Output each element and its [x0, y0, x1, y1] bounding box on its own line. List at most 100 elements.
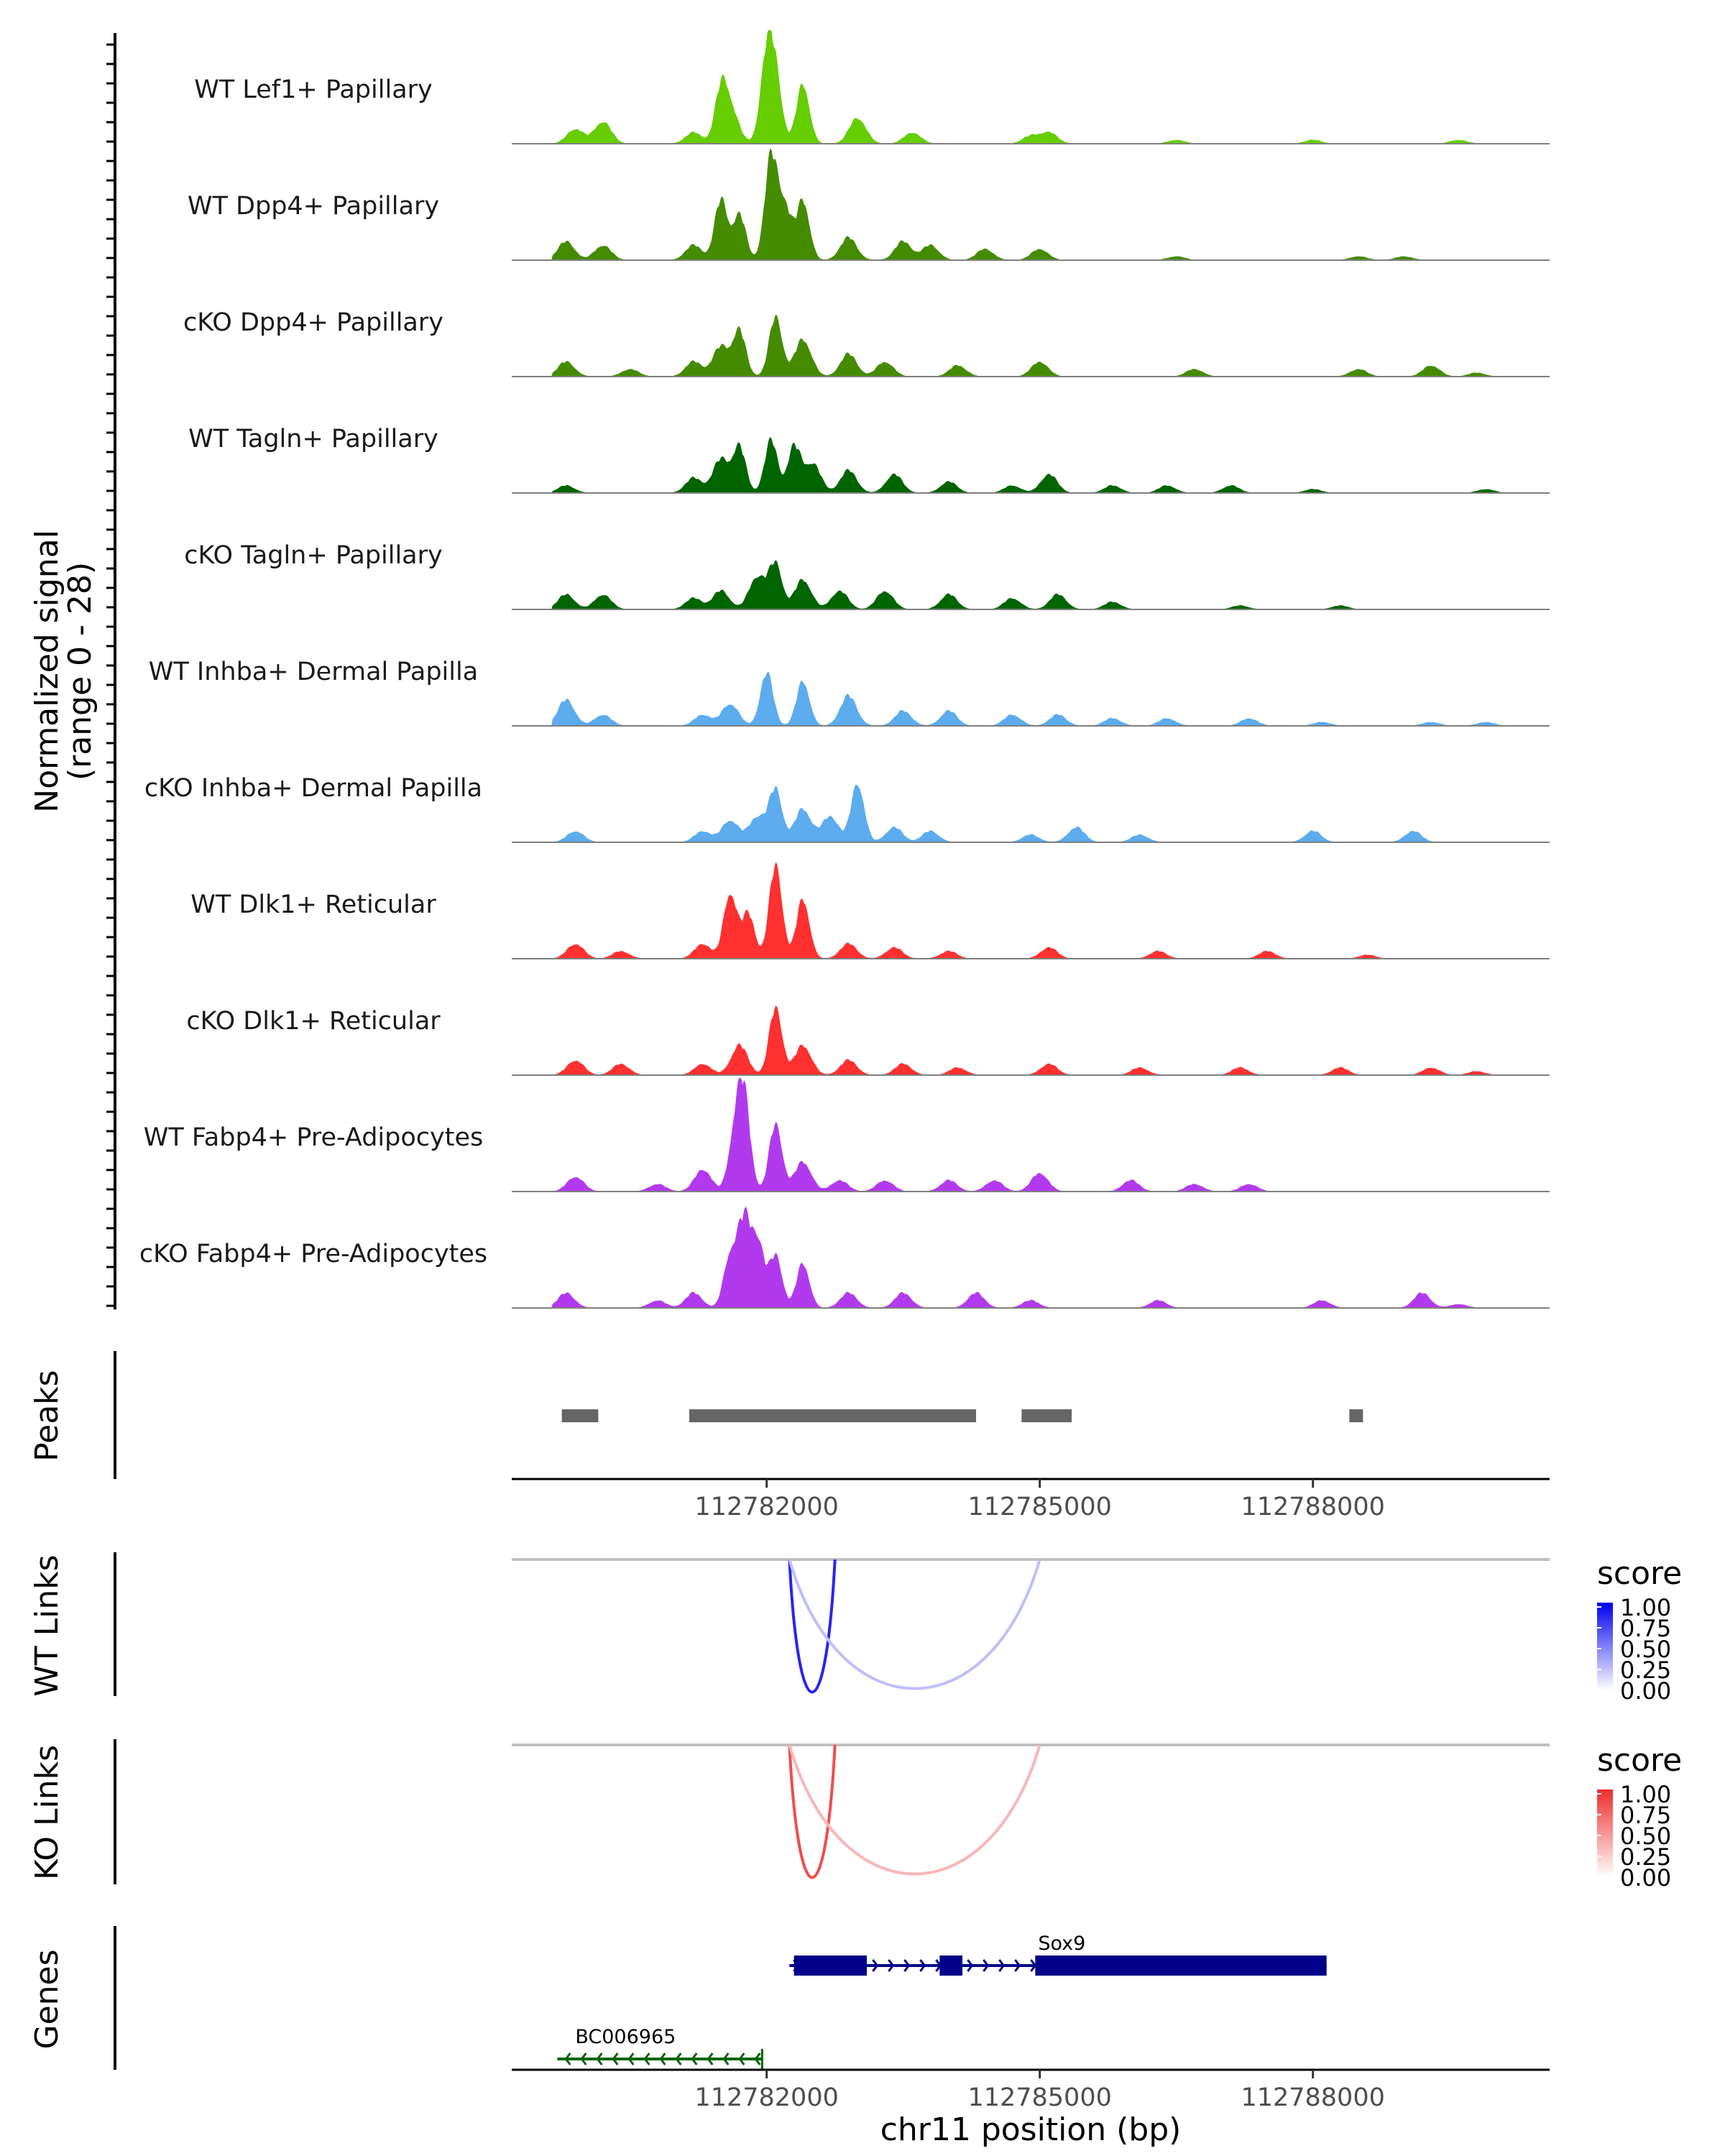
gene-model: Sox9 — [789, 1932, 1327, 1976]
coverage-track: WT Dpp4+ Papillary — [188, 147, 1550, 261]
track-label: WT Inhba+ Dermal Papilla — [149, 658, 478, 686]
track-label: cKO Dlk1+ Reticular — [186, 1007, 441, 1036]
track-label: WT Lef1+ Papillary — [194, 75, 433, 104]
peak-intervals — [561, 1409, 1363, 1422]
peak-interval — [1349, 1409, 1363, 1422]
coverage-area — [512, 671, 1550, 727]
coverage-track: WT Dlk1+ Reticular — [190, 862, 1550, 959]
x-axis-bottom-ticks: 112782000 112785000 112788000 — [694, 2070, 1385, 2112]
legend-tick-label: 0.00 — [1620, 1677, 1671, 1705]
wt-legend-ticks: 1.000.750.500.250.00 — [1597, 1594, 1671, 1705]
strand-arrow — [967, 1959, 974, 1972]
wt-links-panel: WT Links score 1.000.750.500.250.00 — [29, 1552, 1682, 1705]
strand-arrow — [888, 1959, 895, 1972]
strand-arrow — [659, 2053, 666, 2065]
wt-link-arcs — [788, 1559, 1041, 1694]
gene-name: Sox9 — [1038, 1932, 1085, 1955]
x-tick-label: 112785000 — [967, 1493, 1111, 1521]
strand-arrow — [903, 1959, 911, 1972]
coverage-track: cKO Fabp4+ Pre-Adipocytes — [139, 1206, 1550, 1309]
track-label: cKO Dpp4+ Papillary — [183, 308, 443, 337]
gene-model: BC006965 — [557, 2026, 763, 2069]
legend-tick-label: 0.00 — [1620, 1864, 1671, 1892]
legend-tick-label: 1.00 — [1620, 1781, 1671, 1808]
strand-arrow — [722, 2053, 730, 2065]
link-arc — [788, 1744, 1041, 1876]
x-tick-label: 112785000 — [967, 2083, 1111, 2112]
strand-arrow — [612, 2053, 619, 2065]
strand-arrow — [596, 2053, 603, 2065]
strand-arrow — [675, 2053, 682, 2065]
legend-tick-label: 0.75 — [1620, 1615, 1671, 1642]
wt-legend-title: score — [1597, 1555, 1682, 1592]
track-label: WT Fabp4+ Pre-Adipocytes — [144, 1123, 483, 1152]
track-label: WT Dlk1+ Reticular — [190, 890, 436, 919]
gene-models: Sox9 BC006965 — [557, 1932, 1327, 2069]
coverage-area — [512, 437, 1550, 494]
ko-link-arcs — [788, 1744, 1041, 1879]
link-arc — [788, 1744, 837, 1879]
legend-tick-label: 0.50 — [1620, 1636, 1671, 1663]
wt-legend: score 1.000.750.500.250.00 — [1597, 1555, 1682, 1705]
coverage-y-label-line1: Normalized signal — [29, 530, 65, 813]
strand-arrow — [627, 2053, 635, 2065]
strand-arrow — [564, 2053, 571, 2065]
gene-exon — [1035, 1955, 1327, 1976]
track-label: WT Dpp4+ Papillary — [188, 192, 439, 221]
coverage-track: WT Inhba+ Dermal Papilla — [149, 658, 1550, 727]
track-label: WT Tagln+ Papillary — [188, 425, 438, 453]
gene-exon — [939, 1955, 962, 1976]
coverage-tracks: WT Lef1+ Papillary WT Dpp4+ Papillary cKO … — [139, 29, 1550, 1309]
coverage-area — [512, 862, 1550, 959]
coverage-track: WT Tagln+ Papillary — [188, 425, 1550, 494]
strand-arrow — [919, 1959, 926, 1972]
strand-arrow — [754, 2053, 761, 2065]
coverage-area — [512, 147, 1550, 261]
strand-arrow — [738, 2053, 745, 2065]
coverage-track: WT Fabp4+ Pre-Adipocytes — [144, 1077, 1550, 1192]
x-tick-label: 112782000 — [694, 1493, 838, 1521]
wt-links-label: WT Links — [29, 1554, 65, 1696]
link-arc — [788, 1559, 1041, 1690]
strand-arrow — [1014, 1959, 1021, 1972]
strand-arrow — [580, 2053, 587, 2065]
coverage-track: cKO Tagln+ Papillary — [184, 541, 1550, 610]
coverage-area — [512, 785, 1550, 843]
ko-legend: score 1.000.750.500.250.00 — [1597, 1742, 1682, 1892]
legend-tick-label: 0.25 — [1620, 1657, 1671, 1684]
ko-links-label: KO Links — [29, 1745, 65, 1880]
coverage-area — [512, 314, 1550, 377]
genes-label: Genes — [29, 1949, 65, 2049]
coverage-track: cKO Dlk1+ Reticular — [186, 1005, 1550, 1076]
legend-tick-label: 0.75 — [1620, 1802, 1671, 1829]
x-tick-label: 112788000 — [1241, 2083, 1384, 2112]
peak-interval — [689, 1409, 976, 1422]
track-label: cKO Inhba+ Dermal Papilla — [144, 774, 482, 803]
x-tick-label: 112788000 — [1241, 1493, 1384, 1521]
x-axis-title: chr11 position (bp) — [880, 2111, 1182, 2148]
coverage-y-label-line2: (range 0 - 28) — [62, 562, 98, 780]
coverage-panel: Normalized signal (range 0 - 28) WT Lef1… — [29, 29, 1550, 1309]
coverage-track: cKO Dpp4+ Papillary — [183, 308, 1550, 377]
gene-name: BC006965 — [575, 2026, 676, 2048]
coverage-area — [512, 1077, 1550, 1192]
peaks-label: Peaks — [29, 1370, 65, 1461]
coverage-area — [512, 29, 1550, 144]
peak-interval — [561, 1409, 599, 1422]
strand-arrow — [707, 2053, 714, 2065]
coverage-track: cKO Inhba+ Dermal Papilla — [144, 774, 1550, 843]
ko-legend-ticks: 1.000.750.500.250.00 — [1597, 1781, 1671, 1892]
strand-arrow — [643, 2053, 650, 2065]
ko-links-panel: KO Links score 1.000.750.500.250.00 — [29, 1739, 1682, 1892]
gene-exon — [794, 1955, 867, 1976]
coverage-area — [512, 560, 1550, 610]
coverage-area — [512, 1005, 1550, 1076]
coverage-track: WT Lef1+ Papillary — [194, 29, 1550, 144]
legend-tick-label: 0.50 — [1620, 1823, 1671, 1850]
peaks-panel: Peaks 112782000 112785000 112788000 — [29, 1351, 1550, 1521]
legend-tick-label: 1.00 — [1620, 1594, 1671, 1621]
strand-arrow — [983, 1959, 990, 1972]
link-arc — [788, 1559, 837, 1694]
